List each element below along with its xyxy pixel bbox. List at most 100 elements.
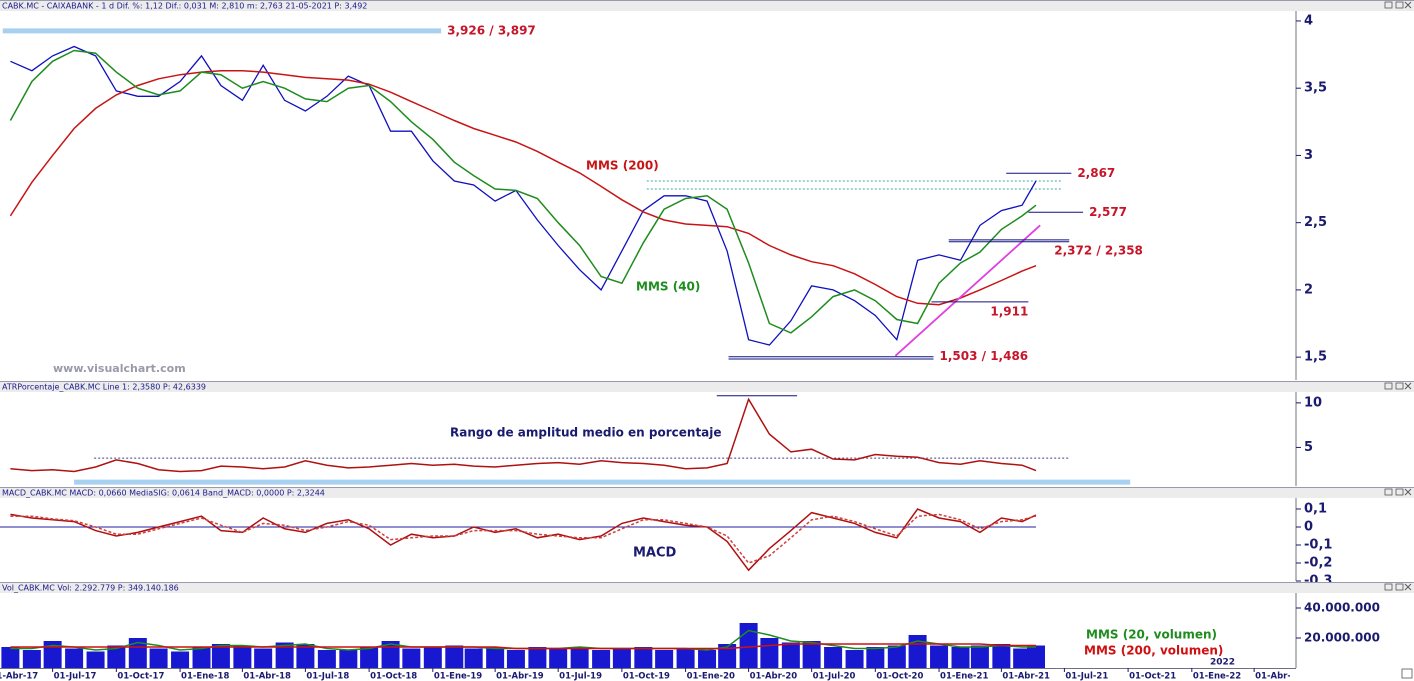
series-line <box>10 508 1037 572</box>
series-line <box>9 69 1037 306</box>
x-tick-label: 01-Jul-18 <box>306 672 349 681</box>
note: MACD <box>633 546 677 561</box>
level-label: 2,867 <box>1077 166 1115 180</box>
plot-area <box>9 45 1063 357</box>
level-label: 3,926 / 3,897 <box>447 23 536 37</box>
panel-header <box>0 582 1414 593</box>
x-tick-label: 01-Jul-17 <box>54 672 97 681</box>
volume-bar <box>86 651 105 668</box>
level-label: 1,911 <box>990 304 1028 318</box>
y-tick-label: 20.000.000 <box>1304 631 1380 645</box>
volume-bar <box>317 650 336 668</box>
volume-bar <box>445 645 464 668</box>
volume-bar <box>149 648 168 668</box>
series-line <box>10 397 1037 473</box>
volume-bar <box>1 647 20 668</box>
y-tick-label: 0 <box>1304 519 1313 534</box>
series-label: MMS (40) <box>636 280 700 294</box>
panel-title: Vol_CABK.MC Vol: 2.292.779 P: 349.140.18… <box>2 584 179 593</box>
volume-bar <box>718 644 737 668</box>
volume-bar <box>802 641 821 668</box>
plot-area <box>1 623 1045 668</box>
volume-bar <box>634 647 653 668</box>
x-tick-label: 01-Jul-20 <box>813 672 856 681</box>
x-tick-label: 01-Abr-20 <box>750 672 798 681</box>
volume-bar <box>402 648 421 668</box>
panel-header <box>0 381 1414 392</box>
panel-title: MACD_CABK.MC MACD: 0,0660 MediaSIG: 0,06… <box>2 489 325 498</box>
volume-bar <box>1013 648 1032 668</box>
volume-bar <box>65 648 84 668</box>
window-close <box>1404 1 1412 9</box>
volume-bar <box>549 648 568 668</box>
panel-title: CABK.MC - CAIXABANK - 1 d Dif. %: 1,12 D… <box>2 2 367 11</box>
trend-line <box>894 224 1041 357</box>
x-tick-label: 01-Jul-19 <box>559 672 602 681</box>
volume-bar <box>22 650 41 668</box>
volume-bar <box>570 647 589 668</box>
volume-bar <box>970 645 989 668</box>
volume-bar <box>360 647 379 668</box>
value-axis <box>1296 392 1414 486</box>
x-tick-label: 01-Oct-20 <box>876 672 923 681</box>
window-close <box>1404 382 1412 390</box>
window-button <box>1395 583 1404 591</box>
level-label: 1,503 / 1,486 <box>940 349 1029 363</box>
level-label: 2,372 / 2,358 <box>1054 243 1143 257</box>
volume-bar <box>423 647 442 668</box>
y-tick-label: 2,5 <box>1304 215 1327 230</box>
y-tick-label: 1,5 <box>1304 350 1327 365</box>
volume-bar <box>845 650 864 668</box>
volume-bar <box>528 647 547 668</box>
window-button <box>1395 1 1404 9</box>
x-tick-label: 01-Abr-18 <box>243 672 291 681</box>
volume-bar <box>866 647 885 668</box>
volume-bar <box>612 648 631 668</box>
volume-bar <box>233 645 252 668</box>
volume-bar <box>824 647 843 668</box>
window-button <box>1395 488 1404 496</box>
y-tick-label: 3,5 <box>1304 81 1327 96</box>
volume-bar <box>1027 645 1045 668</box>
y-tick-label: -0,2 <box>1304 555 1332 570</box>
series-line <box>10 513 1037 564</box>
y-tick-label: 5 <box>1304 440 1313 455</box>
series-line <box>10 45 1037 346</box>
volume-bar <box>506 650 525 668</box>
x-tick-label: 01-Abr-22 <box>1255 672 1303 681</box>
plot-background <box>0 498 1296 581</box>
window-button <box>1384 1 1393 9</box>
volume-bar <box>128 638 147 668</box>
x-tick-label: 01-Abr-17 <box>0 672 38 681</box>
volume-bar <box>951 647 970 668</box>
volume-bar <box>171 651 190 668</box>
x-tick-label: 01-Abr-21 <box>1002 672 1050 681</box>
volume-bar <box>486 647 505 668</box>
value-axis <box>1296 593 1414 668</box>
x-tick-label: 01-Oct-17 <box>117 672 164 681</box>
panel-header <box>0 487 1414 498</box>
window-close <box>1404 488 1412 496</box>
x-tick-label: 01-Ene-18 <box>181 672 229 681</box>
panel-header <box>0 0 1414 11</box>
volume-bar <box>676 648 695 668</box>
plot-background <box>0 11 1296 380</box>
x-tick-label: 01-Oct-18 <box>370 672 417 681</box>
x-tick-label: 01-Abr-19 <box>496 672 544 681</box>
volume-bar <box>211 644 230 668</box>
series-label: MMS (200) <box>586 159 659 173</box>
date-strip <box>0 668 1414 681</box>
x-tick-label: 01-Ene-20 <box>687 672 735 681</box>
x-tick-label: 01-Ene-22 <box>1193 672 1241 681</box>
volume-bar <box>192 647 211 668</box>
volume-bar <box>908 635 927 668</box>
y-tick-label: 3 <box>1304 148 1313 163</box>
y-tick-label: 10 <box>1304 395 1322 410</box>
value-axis <box>1296 11 1414 380</box>
series-label: MMS (200, volumen) <box>1084 644 1223 658</box>
plot-background <box>0 392 1296 486</box>
series-line <box>10 643 1036 650</box>
volume-bar <box>592 650 611 668</box>
volume-bar <box>464 648 483 668</box>
